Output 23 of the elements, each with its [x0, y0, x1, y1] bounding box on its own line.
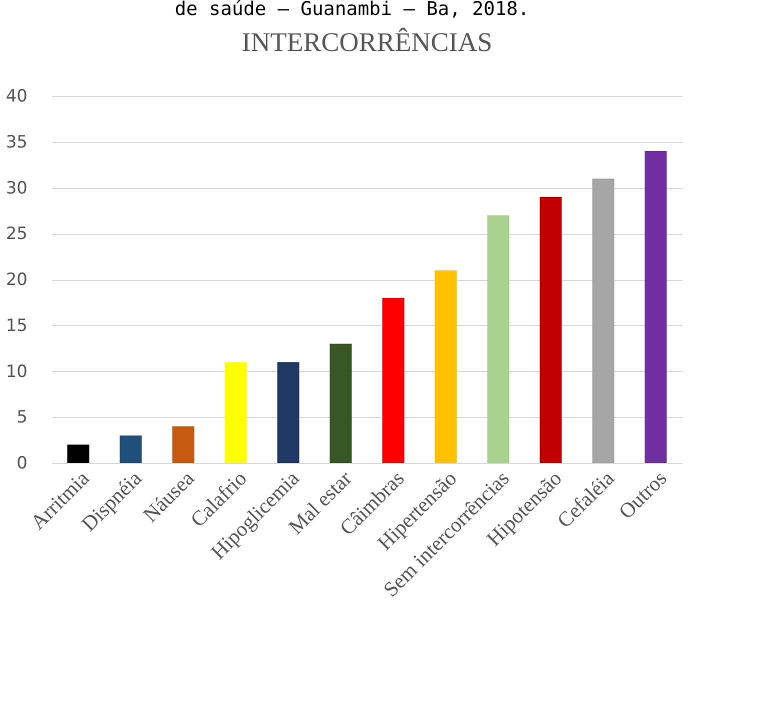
y-tick-label: 20: [6, 270, 28, 290]
bar: [540, 196, 562, 463]
bar: [120, 435, 142, 463]
bar: [644, 151, 667, 463]
bar: [67, 444, 90, 463]
bar: [382, 298, 404, 463]
y-tick-label: 0: [16, 454, 28, 474]
y-tick-label: 5: [16, 408, 28, 428]
y-tick-label: 40: [6, 86, 28, 106]
bar: [172, 426, 194, 463]
text: de saúde – Guanambi – Ba, 2018.: [174, 0, 530, 20]
bar: [330, 344, 352, 463]
bar: [224, 362, 247, 463]
y-tick-label: 15: [6, 316, 28, 336]
bar: [277, 362, 300, 463]
y-tick-label: 30: [6, 178, 28, 198]
y-tick-label: 10: [6, 362, 28, 382]
bar: [487, 215, 510, 463]
y-tick-label: 35: [6, 132, 28, 152]
chart-title: INTERCORRÊNCIAS: [242, 27, 492, 57]
bar: [434, 270, 457, 463]
y-tick-label: 25: [6, 224, 28, 244]
bar: [592, 178, 614, 463]
